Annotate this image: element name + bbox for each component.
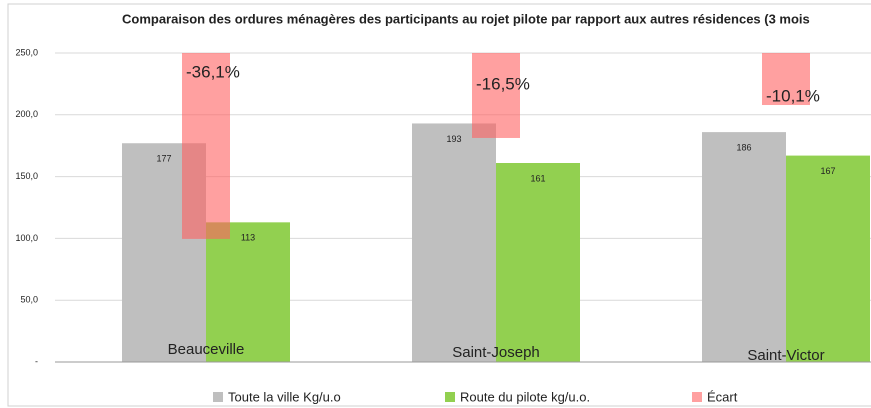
ecart-label: -16,5% [476, 74, 530, 93]
value-label: 167 [820, 166, 835, 176]
ecart-label: -36,1% [186, 62, 240, 81]
legend-label: Toute la ville Kg/u.o [228, 389, 341, 404]
bar [702, 132, 786, 362]
chart-title: Comparaison des ordures ménagères des pa… [122, 11, 810, 26]
category-label: Beauceville [168, 341, 245, 358]
value-label: 193 [446, 134, 461, 144]
legend-swatch [445, 392, 455, 402]
category-label: Saint-Joseph [452, 344, 540, 361]
ecart-label: -10,1% [766, 86, 820, 105]
bar [496, 163, 580, 362]
y-tick-label: 150,0 [15, 171, 38, 181]
y-tick-label: 100,0 [15, 233, 38, 243]
ecart-bar [472, 53, 520, 138]
y-tick-label: 50,0 [20, 295, 38, 305]
bar [206, 222, 290, 362]
value-label: 161 [530, 173, 545, 183]
bar [412, 123, 496, 363]
legend-label: Route du pilote kg/u.o. [460, 389, 590, 404]
y-tick-label: - [35, 356, 38, 366]
chart-frame [7, 3, 871, 407]
value-label: 113 [241, 233, 255, 243]
legend-swatch [692, 392, 702, 402]
y-tick-label: 200,0 [15, 109, 38, 119]
value-label: 186 [736, 142, 751, 152]
ecart-bar [182, 53, 230, 239]
category-label: Saint-Victor [747, 347, 824, 364]
legend-label: Écart [707, 389, 738, 404]
bar [786, 155, 870, 362]
legend-swatch [213, 392, 223, 402]
value-label: 177 [156, 154, 171, 164]
ecart-bar [762, 53, 810, 106]
y-tick-label: 250,0 [15, 47, 38, 57]
